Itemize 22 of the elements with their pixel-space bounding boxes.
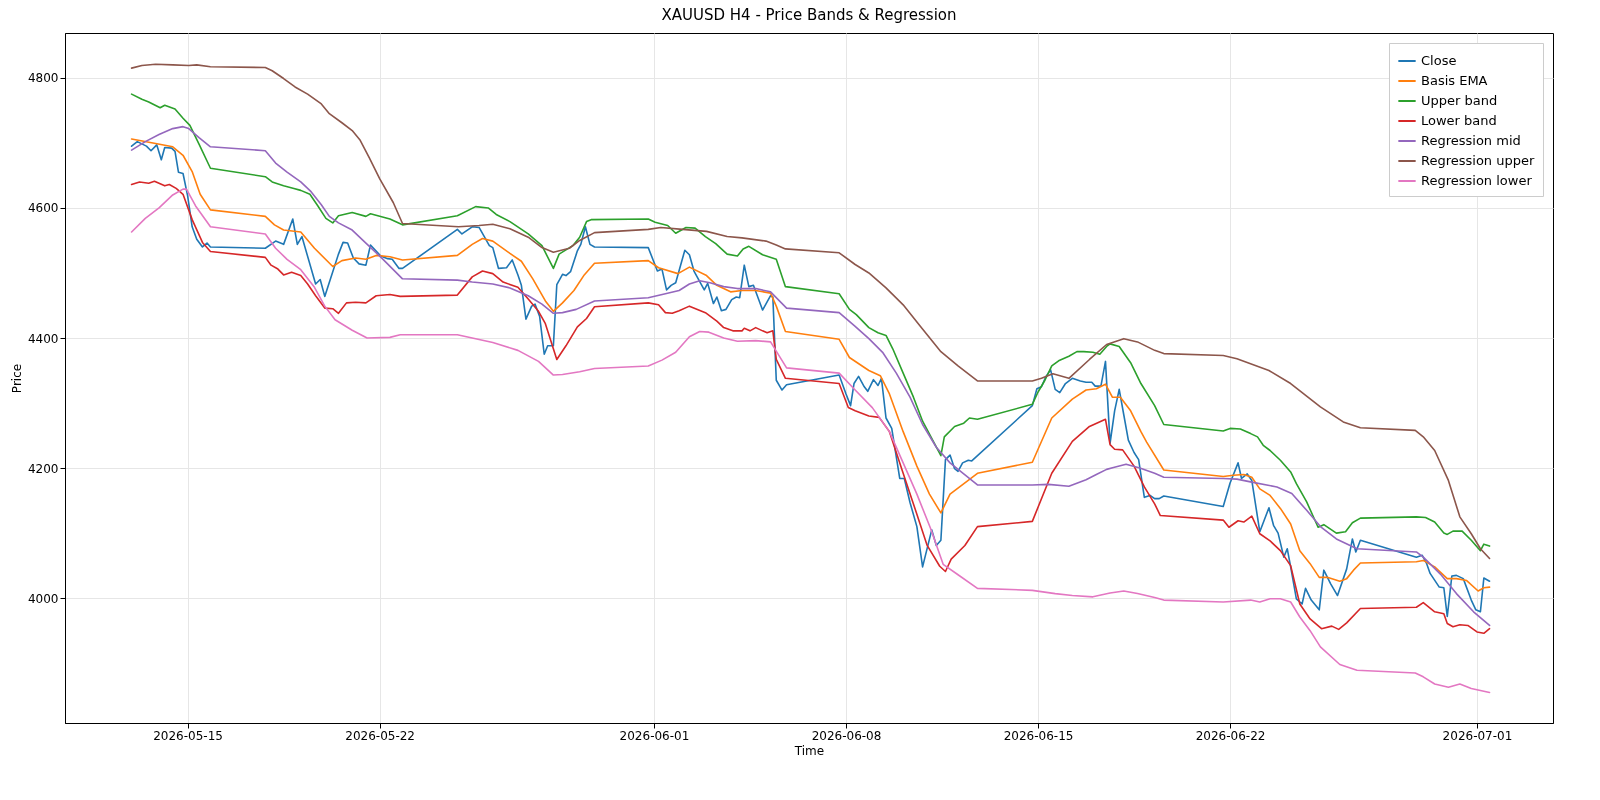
- legend-label: Basis EMA: [1421, 73, 1488, 88]
- y-tick-label: 4600: [27, 201, 59, 216]
- y-tick-label: 4000: [27, 591, 59, 606]
- chart-title: XAUUSD H4 - Price Bands & Regression: [661, 6, 957, 24]
- x-tick-label: 2026-05-15: [153, 728, 223, 743]
- y-tick-label: 4800: [27, 71, 59, 86]
- x-tick-label: 2026-06-01: [619, 728, 690, 743]
- y-tick-label: 4400: [27, 331, 59, 346]
- x-tick-label: 2026-07-01: [1442, 728, 1513, 743]
- x-tick-label: 2026-06-08: [811, 728, 882, 743]
- y-tick-label: 4200: [27, 461, 59, 476]
- legend-label: Close: [1421, 53, 1457, 68]
- legend-label: Regression upper: [1421, 153, 1535, 168]
- legend-label: Lower band: [1421, 113, 1497, 128]
- legend-label: Upper band: [1421, 93, 1498, 108]
- legend-label: Regression mid: [1421, 133, 1521, 148]
- x-axis-title: Time: [793, 743, 825, 758]
- x-tick-label: 2026-06-22: [1195, 728, 1266, 743]
- legend-label: Regression lower: [1421, 173, 1533, 188]
- x-tick-label: 2026-06-15: [1003, 728, 1074, 743]
- y-axis-title: Price: [9, 363, 24, 394]
- x-tick-label: 2026-05-22: [345, 728, 416, 743]
